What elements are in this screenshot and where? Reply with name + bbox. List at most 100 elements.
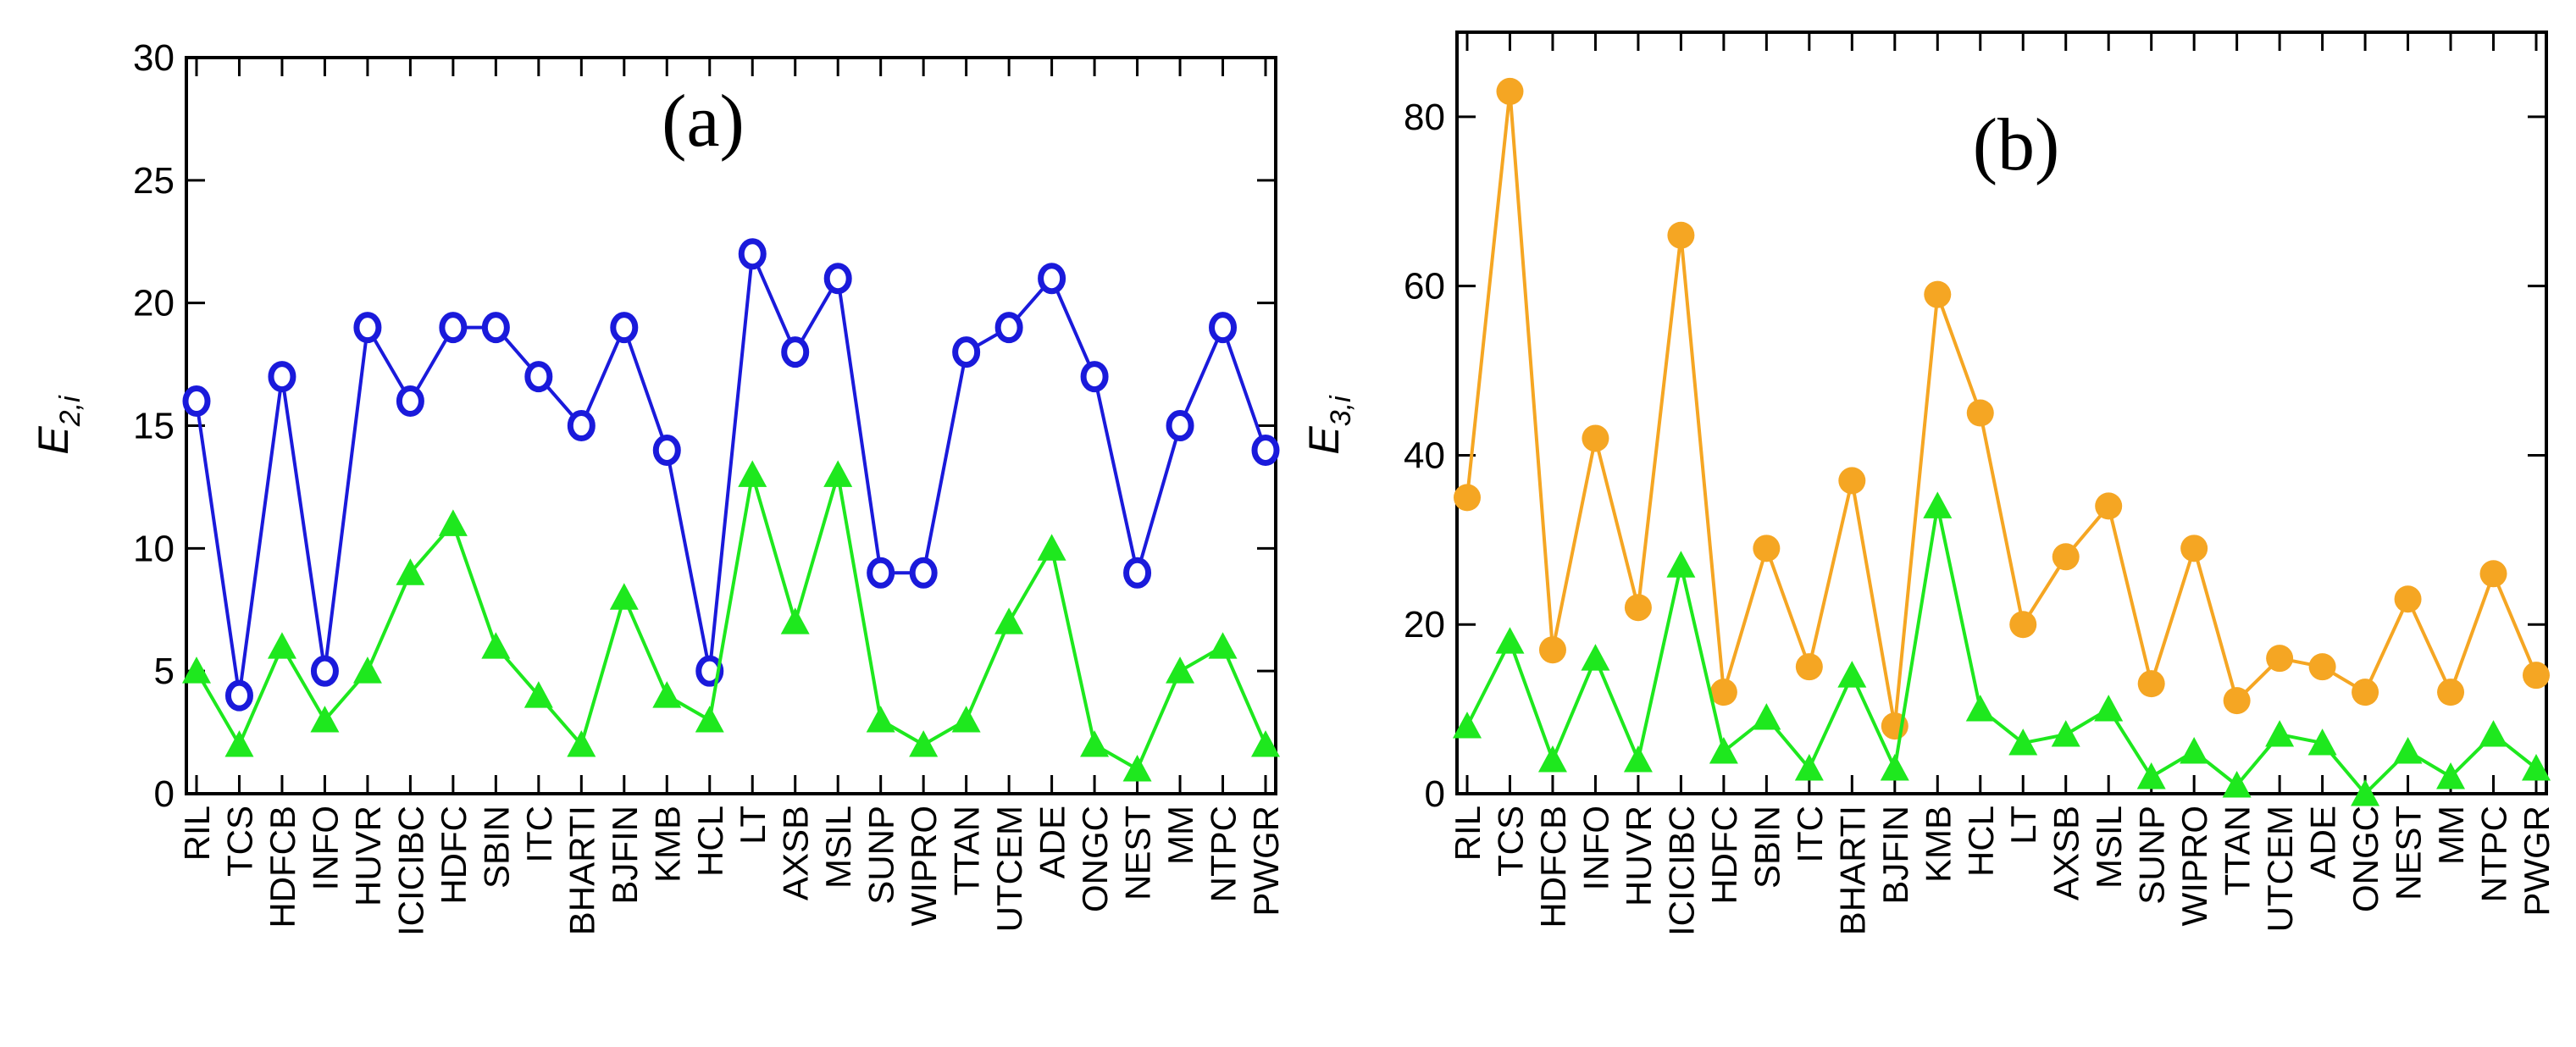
x-tick-label: UTCEM [989,806,1029,932]
data-point-upper [1924,280,1952,308]
data-point-lower [182,656,211,684]
x-tick-label: HCL [1961,806,2001,877]
x-tick-label: NEST [1118,806,1158,900]
data-point-upper [2009,611,2037,639]
data-point-upper [567,410,596,441]
x-tick-label: UTCEM [2260,806,2300,932]
data-point-upper [2308,653,2336,681]
data-point-upper [2137,670,2165,698]
data-point-upper [1624,594,1652,622]
x-tick-label: NTPC [2474,806,2514,902]
data-point-upper [2052,543,2080,571]
data-point-upper [2095,492,2123,520]
data-point-lower [1122,755,1152,782]
data-point-lower [524,681,553,708]
x-tick-label: AXSB [776,806,816,900]
x-tick-label: WIPRO [2174,806,2214,926]
data-point-lower [951,706,981,733]
x-tick-label: RIL [1448,806,1487,861]
x-tick-label: HDFCB [263,806,302,928]
data-point-lower [2265,720,2295,747]
data-point-upper [439,312,468,344]
data-point-upper [2266,645,2294,673]
plot-frame [185,56,1277,795]
x-tick-label: TCS [1490,806,1530,877]
x-tick-label: SBIN [476,806,516,889]
data-point-upper [1709,679,1737,706]
data-point-upper [2180,535,2208,562]
chart-panel-a: E2,i 0 5 10 15 20 25 30 RIL TCS HDFCB INFO HUVR ICIC… [30,37,1286,936]
data-point-lower [652,681,682,708]
data-point-lower [1208,632,1238,659]
x-tick-label: SUNP [861,806,901,905]
data-point-upper [1966,399,1994,427]
data-point-upper [2437,679,2465,706]
x-tick-label: INFO [305,806,345,890]
x-tick-label: MSIL [818,806,858,889]
data-point-lower [909,730,939,757]
data-point-upper [396,385,424,418]
data-point-lower [609,583,639,610]
data-point-lower [1037,534,1066,561]
data-point-upper [823,263,852,295]
data-point-upper [1209,312,1238,344]
data-point-upper [1795,653,1823,681]
panel-label-a: (a) [662,80,745,163]
x-tick-label: TTAN [947,806,987,896]
data-point-upper [310,655,339,687]
x-tick-label: HDFC [434,806,474,905]
x-tick-label: PWGR [2517,806,2557,917]
data-point-upper [1582,424,1609,452]
panel-label-b: (b) [1973,104,2060,186]
x-tick-label: HDFC [1704,806,1744,905]
data-point-lower [780,607,810,634]
y-tick-label: 20 [1404,604,1445,645]
x-tick-label: MM [1161,806,1200,865]
x-tick-label: ITC [1790,806,1830,863]
data-point-lower [1965,695,1995,722]
x-tick-label: RIL [177,806,217,861]
data-point-upper [182,385,211,418]
data-point-upper [2352,679,2379,706]
data-point-lower [267,632,296,659]
x-tick-label: ADE [1033,806,1072,878]
data-point-lower [1080,730,1110,757]
data-point-upper [1838,467,1866,495]
y-tick-label: 25 [133,160,175,202]
y-tick-label: 60 [1404,266,1445,307]
data-point-upper [781,336,810,368]
data-point-lower [2307,728,2337,756]
data-point-lower [2522,754,2551,781]
data-point-lower [2393,737,2423,764]
x-tick-label: LT [2003,806,2043,845]
data-point-upper [1496,77,1524,105]
data-point-upper [610,312,639,344]
x-tick-label: HUVR [1619,806,1659,906]
data-point-upper [481,312,510,344]
data-point-upper [524,361,553,393]
chart-panel-b: E3,i 0 20 40 60 80 RIL TCS HDFCB INFO HUVR ICICIBC… [1300,30,2557,936]
data-point-lower [567,730,596,757]
data-point-upper [1251,434,1280,466]
data-point-upper [695,655,724,687]
data-point-upper [2394,585,2422,613]
y-tick-label: 15 [133,406,175,447]
data-point-upper [952,336,981,368]
data-point-upper [1753,535,1781,562]
data-point-upper [867,557,895,589]
data-point-lower [2479,720,2508,747]
x-tick-label: MSIL [2089,806,2129,889]
series-line-upper [1465,89,2538,728]
x-tick-label: ICICIBC [1661,806,1701,936]
x-tick-label: BJFIN [1875,806,1915,905]
data-point-lower [1166,656,1195,684]
x-tick-label: MM [2431,806,2471,865]
x-tick-label: ITC [519,806,559,863]
data-point-lower [2136,762,2166,789]
data-point-upper [1538,636,1566,664]
data-point-lower [1581,644,1610,671]
data-point-upper [1454,484,1481,512]
data-point-upper [268,361,296,393]
plot-frame [1455,30,2548,795]
x-tick-label: PWGR [1246,806,1286,917]
